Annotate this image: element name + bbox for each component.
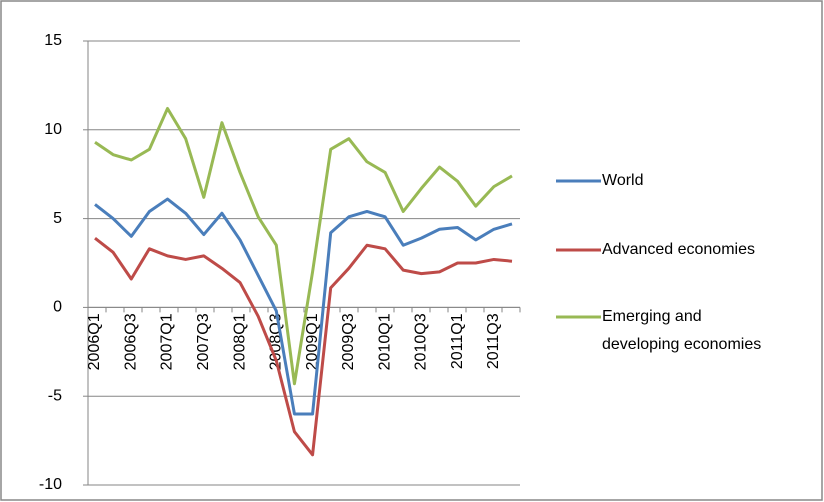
x-tick-label: 2011Q1 bbox=[449, 313, 466, 369]
x-tick-label: 2009Q3 bbox=[340, 313, 357, 370]
series-line bbox=[94, 236, 513, 457]
series-line bbox=[94, 106, 513, 386]
legend-label: Advanced economies bbox=[602, 241, 755, 258]
y-tick-label: 5 bbox=[53, 210, 62, 227]
y-tick-label: 0 bbox=[53, 299, 62, 316]
x-tick-label: 2010Q1 bbox=[376, 313, 393, 370]
x-tick-label: 2010Q3 bbox=[413, 313, 430, 370]
x-tick-label: 2007Q1 bbox=[159, 313, 176, 370]
y-tick-label: -10 bbox=[39, 476, 62, 493]
x-tick-label: 2011Q3 bbox=[485, 313, 502, 369]
y-tick-label: -5 bbox=[48, 387, 62, 404]
y-tick-label: 15 bbox=[44, 32, 62, 49]
legend-label: Emerging and developing economies bbox=[602, 308, 762, 353]
series-line bbox=[94, 197, 513, 416]
x-tick-label: 2009Q1 bbox=[304, 313, 321, 370]
legend-label: World bbox=[602, 172, 644, 189]
x-tick-label: 2006Q1 bbox=[86, 313, 103, 370]
x-tick-label: 2006Q3 bbox=[122, 313, 139, 370]
y-tick-label: 10 bbox=[44, 121, 62, 138]
x-tick-label: 2008Q1 bbox=[231, 313, 248, 370]
x-tick-label: 2007Q3 bbox=[195, 313, 212, 370]
